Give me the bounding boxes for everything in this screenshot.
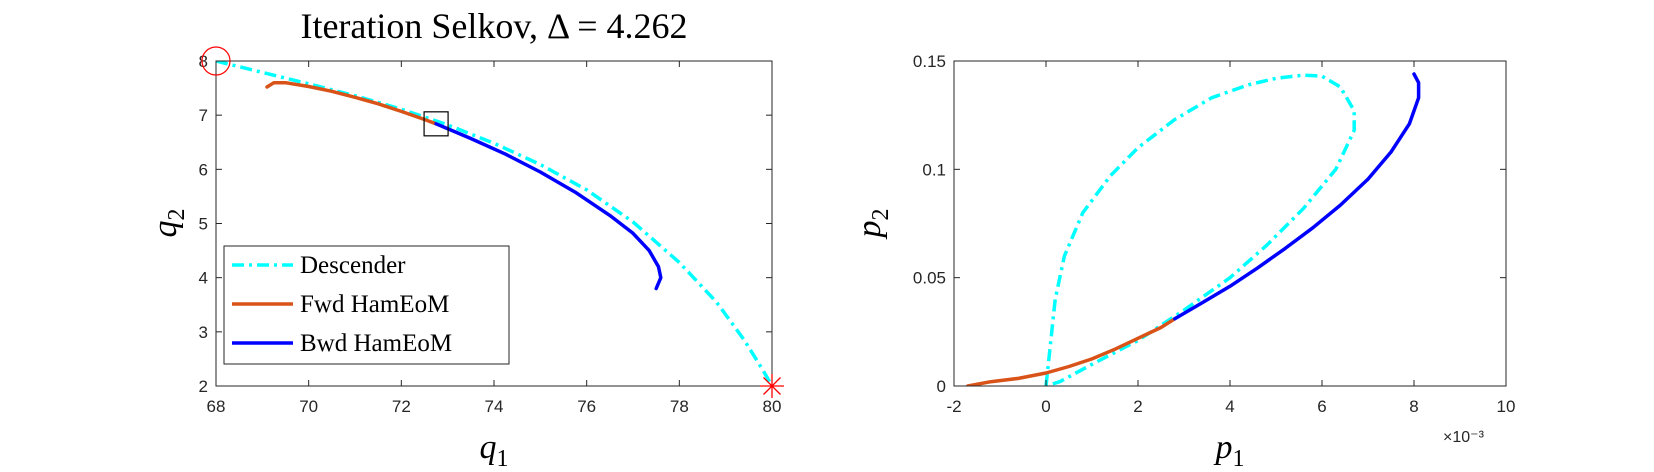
right-x-axis-label: p1	[1214, 429, 1245, 472]
right-x-tick-label: 10	[1497, 397, 1516, 416]
left-y-tick-label: 2	[199, 377, 208, 396]
right-x-tick-label: 2	[1133, 397, 1142, 416]
left-x-tick-label: 80	[763, 397, 782, 416]
right-x-tick-label: 8	[1409, 397, 1418, 416]
right-y-tick-label: 0	[937, 377, 946, 396]
left-series-group	[216, 61, 772, 386]
left-x-tick-label: 68	[207, 397, 226, 416]
left-x-tick-label: 74	[485, 397, 504, 416]
legend-label-fwd: Fwd HamEoM	[300, 291, 449, 318]
left-markers	[201, 46, 784, 398]
left-end-asterisk	[760, 374, 784, 398]
left-y-tick-label: 4	[199, 269, 208, 288]
right-y-tick-label: 0.15	[913, 52, 946, 71]
left-y-tick-label: 7	[199, 106, 208, 125]
left-legend: Descender Fwd HamEoM Bwd HamEoM	[223, 245, 510, 365]
legend-label-bwd: Bwd HamEoM	[300, 330, 452, 357]
right-y-tick-label: 0.05	[913, 269, 946, 288]
right-y-tick-label: 0.1	[922, 160, 946, 179]
right-y-axis-label: p2	[851, 209, 894, 240]
right-series-descender	[1044, 73, 1356, 386]
left-x-axis-label: q1	[480, 429, 509, 472]
right-series-group	[966, 72, 1421, 386]
left-y-tick-label: 8	[199, 52, 208, 71]
right-series-fwd-hameom	[966, 317, 1177, 386]
left-series-descender	[216, 61, 772, 386]
left-x-tick-label: 70	[299, 397, 318, 416]
left-x-tick-label: 76	[577, 397, 596, 416]
right-x-tick-label: 6	[1317, 397, 1326, 416]
left-start-circle	[201, 46, 231, 76]
left-series-bwd-hameom	[434, 122, 663, 291]
right-plot-area	[954, 61, 1506, 386]
right-x-tick-label: -2	[946, 397, 961, 416]
left-y-tick-label: 3	[199, 323, 208, 342]
right-x-tick-label: 0	[1041, 397, 1050, 416]
left-chart: Iteration Selkov, Δ = 4.262 68 70 72 74 76 78…	[147, 6, 784, 472]
left-x-tick-label: 72	[392, 397, 411, 416]
left-series-fwd-hameom	[265, 80, 438, 126]
left-chart-title: Iteration Selkov, Δ = 4.262	[300, 6, 687, 46]
legend-label-descender: Descender	[300, 252, 406, 279]
left-y-tick-label: 5	[199, 215, 208, 234]
right-x-tick-label: 4	[1225, 397, 1234, 416]
right-series-bwd-hameom	[1173, 72, 1421, 321]
left-x-tick-label: 78	[670, 397, 689, 416]
left-y-axis-label: q2	[147, 209, 190, 238]
right-x-exponent-label: ×10⁻³	[1443, 429, 1485, 446]
left-y-tick-label: 6	[199, 160, 208, 179]
left-junction-square	[423, 111, 449, 137]
